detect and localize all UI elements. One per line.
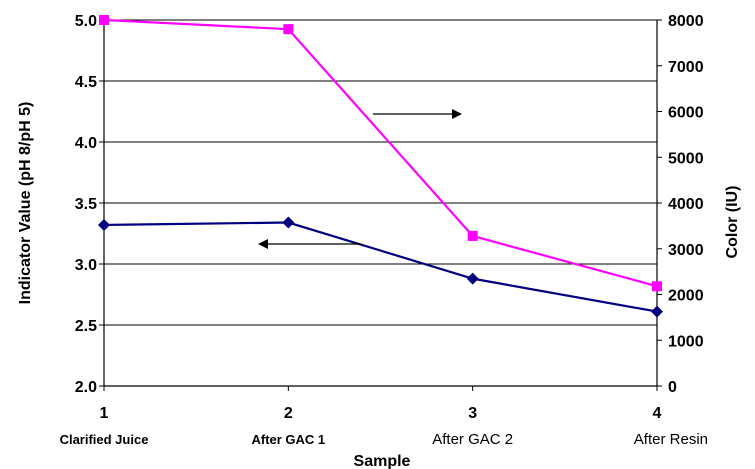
arrow-left-head	[258, 239, 268, 249]
y-tick-label: 3.5	[75, 196, 97, 213]
y-tick-label: 3.0	[75, 257, 97, 274]
y-tick-label: 5.0	[75, 13, 97, 30]
arrow-right-head	[452, 109, 462, 119]
data-point	[651, 305, 663, 318]
y2-tick-label: 1000	[668, 333, 704, 350]
category-label: After GAC 2	[432, 431, 513, 448]
y2-tick-label: 2000	[668, 288, 704, 305]
x-axis-ticks: 1 Clarified Juice 2 After GAC 1 3 After GAC 2…	[60, 386, 708, 448]
data-point	[466, 272, 479, 285]
series-line-2	[103, 18, 658, 288]
data-point	[98, 218, 110, 231]
y2-tick-label: 4000	[668, 196, 704, 213]
y-axis-title: Indicator Value (pH 8/pH 5)	[17, 102, 34, 305]
annotations	[258, 109, 462, 249]
y-tick-label: 2.5	[75, 318, 97, 335]
data-point	[467, 230, 478, 241]
data-point	[99, 15, 109, 25]
y2-axis-title: Color (IU)	[724, 186, 741, 259]
y2-tick-label: 0	[668, 379, 677, 396]
series-group	[98, 15, 663, 318]
y-tick-label: 2.0	[75, 379, 97, 396]
data-point	[283, 24, 294, 35]
x-tick-label: 3	[468, 405, 477, 422]
gridlines	[104, 19, 657, 387]
x-tick-label: 4	[653, 405, 662, 422]
category-label: After GAC 1	[251, 432, 325, 447]
series-line-1	[103, 221, 658, 313]
data-point	[282, 216, 295, 229]
category-label: After Resin	[634, 431, 708, 448]
x-axis-title: Sample	[354, 453, 411, 469]
y-tick-label: 4.0	[75, 135, 97, 152]
x-tick-label: 2	[284, 405, 293, 422]
y-tick-label: 4.5	[75, 74, 97, 91]
data-point	[652, 281, 662, 292]
x-tick-label: 1	[100, 405, 109, 422]
right-axis-ticks: 0 1000 2000 3000 4000 5000 6000 7000 8000	[657, 13, 704, 396]
category-label: Clarified Juice	[60, 432, 149, 447]
y2-tick-label: 8000	[668, 13, 704, 30]
y2-tick-label: 6000	[668, 105, 704, 122]
y2-tick-label: 7000	[668, 59, 704, 76]
left-axis-ticks: 2.0 2.5 3.0 3.5 4.0 4.5 5.0	[75, 13, 104, 396]
y2-tick-label: 5000	[668, 150, 704, 167]
y2-tick-label: 3000	[668, 242, 704, 259]
